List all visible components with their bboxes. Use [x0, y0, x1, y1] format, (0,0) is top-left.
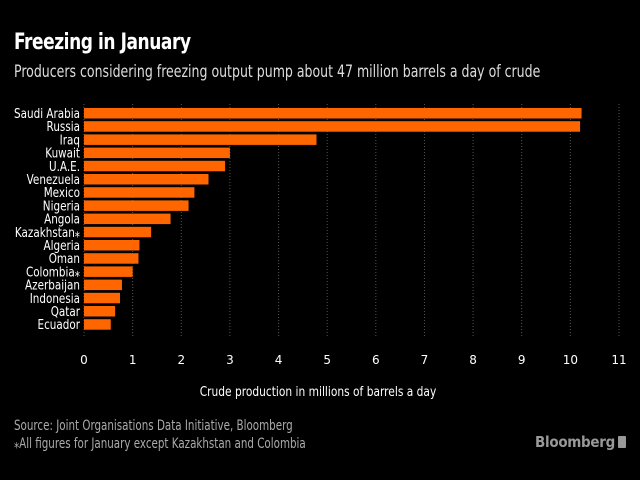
x-tick-label: 1 [129, 353, 137, 367]
category-label: Nigeria [43, 198, 80, 213]
bars [84, 108, 582, 330]
x-tick-label: 9 [518, 353, 526, 367]
chart-subtitle: Producers considering freezing output pu… [14, 62, 541, 82]
category-label: Kuwait [45, 145, 80, 160]
x-tick-label: 4 [275, 353, 283, 367]
category-label: Colombia⁎ [26, 264, 80, 279]
footnote: ⁎All figures for January except Kazakhst… [14, 436, 306, 452]
bar [84, 187, 195, 198]
bar [84, 306, 116, 317]
category-label: Venezuela [27, 172, 80, 187]
source-note: Source: Joint Organisations Data Initiat… [14, 418, 293, 434]
x-tick-label: 11 [611, 353, 626, 367]
bar [84, 160, 226, 172]
category-label: Indonesia [30, 291, 80, 306]
category-label: Kazakhstan⁎ [15, 225, 80, 240]
category-label: Angola [44, 211, 80, 226]
x-tick-label: 10 [563, 353, 578, 367]
category-label: Azerbaijan [25, 277, 80, 292]
category-label: Algeria [43, 238, 80, 253]
bloomberg-icon [618, 436, 626, 448]
category-label: Saudi Arabia [14, 106, 80, 121]
bar [84, 292, 120, 304]
category-label: Qatar [51, 304, 80, 319]
bar [84, 240, 140, 251]
bar [84, 147, 230, 159]
x-axis-label: Crude production in millions of barrels … [200, 384, 437, 399]
bar [84, 174, 209, 185]
x-tick-label: 8 [469, 353, 477, 367]
category-labels: Saudi ArabiaRussiaIraqKuwaitU.A.E.Venezu… [14, 106, 80, 333]
category-label: Mexico [44, 185, 80, 200]
x-tick-label: 5 [323, 353, 331, 367]
category-label: Iraq [60, 132, 80, 147]
bar [84, 134, 317, 145]
bar [84, 319, 111, 330]
bar [84, 226, 152, 238]
brand-label: Bloomberg [535, 433, 615, 451]
bar [84, 121, 581, 132]
bloomberg-logo: Bloomberg [535, 433, 626, 451]
bar [84, 266, 133, 277]
bar [84, 200, 189, 211]
bar [84, 253, 139, 264]
bar [84, 213, 171, 225]
x-tick-label: 7 [421, 353, 429, 367]
x-tick-label: 2 [177, 353, 185, 367]
x-tick-label: 0 [80, 353, 88, 367]
x-tick-labels: 0 1 2 3 4 5 6 7 8 9 10 11 [80, 353, 626, 367]
x-tick-label: 3 [226, 353, 234, 367]
bar [84, 108, 582, 119]
category-label: Russia [47, 119, 80, 134]
category-label: Ecuador [38, 317, 81, 332]
chart-title: Freezing in January [14, 30, 191, 55]
bar [84, 279, 122, 291]
x-tick-label: 6 [372, 353, 380, 367]
category-label: Oman [49, 251, 80, 266]
category-label: U.A.E. [49, 159, 80, 174]
